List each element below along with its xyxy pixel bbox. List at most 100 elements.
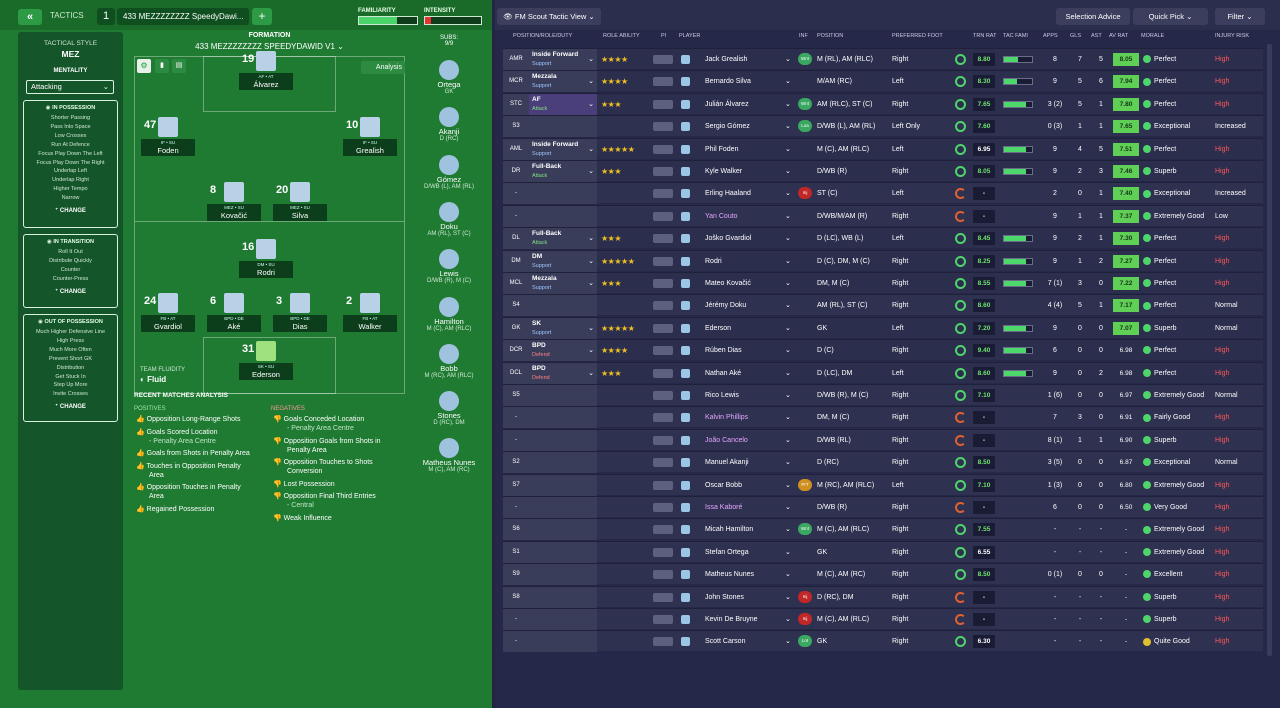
position-slot[interactable]: S7	[503, 474, 529, 496]
add-tactic-button[interactable]: +	[252, 8, 272, 25]
table-row[interactable]: AML Inside Forward Support ⌄ ★★★★★ Phil Foden…	[503, 137, 1263, 160]
player-name[interactable]: Jérémy Doku	[705, 302, 747, 310]
player-instructions-icon[interactable]	[653, 279, 673, 288]
table-row[interactable]: - Kevin De Bruyne ⌄ Inj M (C), AM (RLC) Right…	[503, 608, 1263, 630]
position-slot[interactable]: -	[503, 609, 529, 630]
sub-player[interactable]: Ortega GK	[410, 60, 488, 95]
position-slot[interactable]: S6	[503, 519, 529, 541]
table-row[interactable]: - João Cancelo ⌄ D/WB (RL) Right - 8 (1) 1 1 6.90…	[503, 428, 1263, 451]
header-ast[interactable]: AST	[1091, 33, 1102, 39]
player-instructions-icon[interactable]	[653, 144, 673, 154]
row-dropdown-icon[interactable]: ⌄	[785, 190, 791, 198]
player-instructions-icon[interactable]	[653, 189, 673, 199]
position-slot[interactable]: DCR	[503, 340, 529, 362]
player-card[interactable]: 19 AF • AT Álvarez	[239, 51, 293, 91]
player-name[interactable]: Kyle Walker	[705, 168, 743, 175]
table-row[interactable]: S3 Sergio Gómez ⌄ Loa D/WB (L), AM (RL) Left …	[503, 115, 1263, 138]
row-dropdown-icon[interactable]: ⌄	[785, 504, 791, 511]
position-slot[interactable]: S8	[503, 586, 529, 608]
position-slot[interactable]: S9	[503, 564, 529, 586]
tactic-number[interactable]: 1	[97, 8, 115, 25]
position-slot[interactable]: AMR	[503, 49, 529, 70]
quick-pick-button[interactable]: Quick Pick ⌄	[1133, 8, 1208, 25]
role-duty-dropdown[interactable]: AF Attack ⌄	[529, 93, 597, 115]
table-row[interactable]: DCR BPD Defend ⌄ ★★★★ Rúben Dias ⌄ D (C) Right 9.…	[503, 339, 1263, 362]
table-row[interactable]: DL Full-Back Attack ⌄ ★★★ Joško Gvardiol ⌄ D (L…	[503, 227, 1263, 250]
role-duty-dropdown[interactable]: BPD Defend ⌄	[529, 362, 597, 384]
player-instructions-icon[interactable]	[653, 323, 673, 333]
view-dropdown[interactable]: 👁 FM Scout Tactic View ⌄	[497, 8, 601, 25]
player-name[interactable]: Micah Hamilton	[705, 526, 754, 534]
player-instructions-icon[interactable]	[653, 503, 673, 512]
player-instructions-icon[interactable]	[653, 435, 673, 445]
position-slot[interactable]: S1	[503, 541, 529, 563]
position-slot[interactable]: DCL	[503, 362, 529, 384]
row-dropdown-icon[interactable]: ⌄	[785, 302, 791, 310]
player-instructions-icon[interactable]	[653, 413, 673, 423]
row-dropdown-icon[interactable]: ⌄	[785, 280, 791, 287]
table-row[interactable]: MCR Mezzala Support ⌄ ★★★★ Bernardo Silva ⌄ M/A…	[503, 70, 1263, 93]
table-row[interactable]: GK SK Support ⌄ ★★★★★ Ederson ⌄ GK Left 7.20 9 0 0 7.…	[503, 316, 1263, 339]
in-transition-change-button[interactable]: ⁺ CHANGE	[55, 288, 86, 295]
player-card[interactable]: 6 BPD • DE Aké	[207, 293, 261, 333]
back-button[interactable]: «	[18, 9, 42, 25]
row-dropdown-icon[interactable]: ⌄	[785, 168, 791, 175]
player-instructions-icon[interactable]	[653, 615, 673, 624]
row-dropdown-icon[interactable]: ⌄	[785, 548, 791, 556]
position-slot[interactable]: DL	[503, 228, 529, 250]
row-dropdown-icon[interactable]: ⌄	[785, 257, 791, 265]
header-player[interactable]: PLAYER	[679, 33, 701, 39]
role-duty-dropdown[interactable]: Inside Forward Support ⌄	[529, 49, 597, 70]
sub-player[interactable]: Akanji D (RC)	[410, 107, 488, 142]
position-slot[interactable]: AML	[503, 138, 529, 160]
player-name[interactable]: Phil Foden	[705, 145, 739, 153]
role-duty-dropdown[interactable]	[529, 474, 597, 496]
position-slot[interactable]: GK	[503, 317, 529, 339]
settings-icon[interactable]: ⚙	[137, 59, 151, 73]
row-dropdown-icon[interactable]: ⌄	[785, 347, 791, 355]
player-card[interactable]: 2 FB • AT Walker	[343, 293, 397, 333]
row-dropdown-icon[interactable]: ⌄	[785, 436, 791, 444]
player-instructions-icon[interactable]	[653, 592, 673, 602]
player-instructions-icon[interactable]	[653, 458, 673, 468]
role-duty-dropdown[interactable]	[529, 385, 597, 406]
row-dropdown-icon[interactable]: ⌄	[785, 459, 791, 467]
player-instructions-icon[interactable]	[653, 480, 673, 490]
row-dropdown-icon[interactable]: ⌄	[785, 324, 791, 332]
table-row[interactable]: - Yan Couto ⌄ D/WB/M/AM (R) Right - 9 1 1 7.37 Ext…	[503, 204, 1263, 227]
table-row[interactable]: S2 Manuel Akanji ⌄ D (RC) Right 8.50 3 (5) 0 0 6.…	[503, 451, 1263, 474]
player-instructions-icon[interactable]	[653, 547, 673, 557]
row-dropdown-icon[interactable]: ⌄	[785, 392, 791, 399]
table-row[interactable]: - Issa Kaboré ⌄ D/WB (R) Right - 6 0 0 6.50 Very G…	[503, 496, 1263, 518]
role-duty-dropdown[interactable]	[529, 295, 597, 317]
header-pi[interactable]: PI	[661, 33, 667, 39]
header-av-rat[interactable]: AV RAT	[1109, 33, 1129, 39]
role-duty-dropdown[interactable]	[529, 541, 597, 563]
player-name[interactable]: Ederson	[705, 324, 732, 332]
role-duty-dropdown[interactable]	[529, 429, 597, 451]
table-row[interactable]: DM DM Support ⌄ ★★★★★ Rodri ⌄ D (C), DM, M (C) R…	[503, 249, 1263, 272]
table-row[interactable]: S6 Micah Hamilton ⌄ Wnt M (C), AM (RLC) Right…	[503, 518, 1263, 541]
role-duty-dropdown[interactable]: Full-Back Attack ⌄	[529, 228, 597, 250]
player-instructions-icon[interactable]	[653, 368, 673, 378]
table-row[interactable]: AMR Inside Forward Support ⌄ ★★★★ Jack Greali…	[503, 48, 1263, 70]
header-morale[interactable]: MORALE	[1141, 33, 1165, 39]
player-instructions-icon[interactable]	[653, 55, 673, 64]
player-name[interactable]: Julián Álvarez	[705, 100, 749, 108]
player-name[interactable]: Mateo Kovačić	[705, 280, 751, 287]
sub-player[interactable]: Doku AM (RL), ST (C)	[410, 201, 488, 237]
row-dropdown-icon[interactable]: ⌄	[785, 638, 791, 646]
in-possession-change-button[interactable]: ⁺ CHANGE	[55, 208, 86, 215]
player-instructions-icon[interactable]	[653, 211, 673, 221]
role-duty-dropdown[interactable]	[529, 586, 597, 608]
player-card[interactable]: 3 BPD • DE Dias	[273, 293, 327, 333]
player-instructions-icon[interactable]	[653, 301, 673, 311]
position-slot[interactable]: MCL	[503, 273, 529, 294]
row-dropdown-icon[interactable]: ⌄	[785, 571, 791, 579]
player-card[interactable]: 20 MEZ • SU Silva	[273, 182, 327, 222]
header-preferred-foot[interactable]: PREFERRED FOOT	[892, 33, 943, 39]
header-injury-risk[interactable]: INJURY RISK	[1215, 33, 1250, 39]
player-name[interactable]: John Stones	[705, 593, 744, 601]
player-name[interactable]: Bernardo Silva	[705, 78, 751, 86]
position-slot[interactable]: DM	[503, 250, 529, 272]
